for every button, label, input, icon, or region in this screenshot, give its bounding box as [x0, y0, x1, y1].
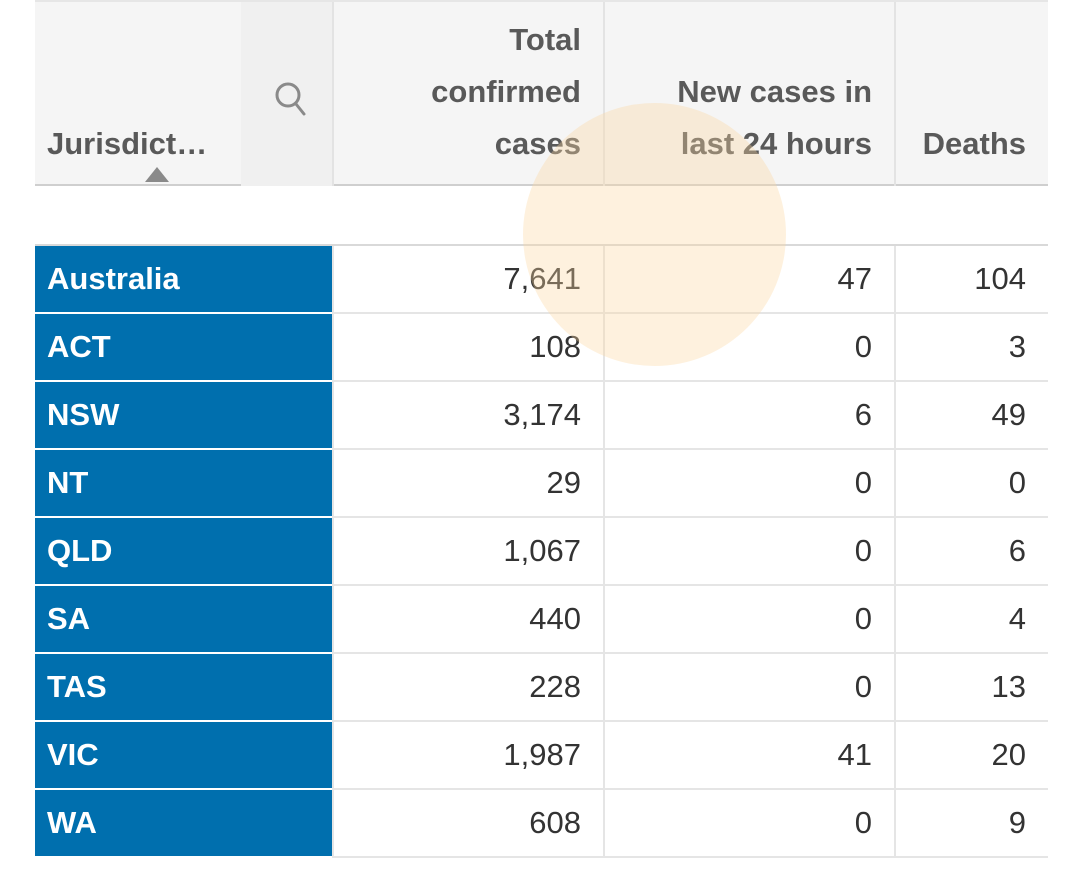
- column-header-label: Jurisdict…: [47, 126, 208, 161]
- jurisdiction-cell[interactable]: NT: [35, 450, 332, 518]
- column-header-jurisdiction[interactable]: Jurisdict…: [35, 2, 332, 186]
- deaths-cell: 9: [894, 790, 1048, 856]
- jurisdiction-cell[interactable]: ACT: [35, 314, 332, 382]
- jurisdiction-cell[interactable]: SA: [35, 586, 332, 654]
- table-row[interactable]: ACT 108 0 3: [35, 314, 1048, 382]
- table-row[interactable]: NT 29 0 0: [35, 450, 1048, 518]
- column-header-label: Deaths: [922, 126, 1026, 161]
- total-confirmed-cell: 7,641: [332, 246, 603, 312]
- deaths-cell: 104: [894, 246, 1048, 312]
- column-search-area[interactable]: [241, 2, 332, 186]
- jurisdiction-cell[interactable]: Australia: [35, 246, 332, 314]
- search-icon[interactable]: [273, 80, 307, 118]
- deaths-cell: 20: [894, 722, 1048, 788]
- deaths-cell: 49: [894, 382, 1048, 448]
- total-confirmed-cell: 3,174: [332, 382, 603, 448]
- new-cases-cell: 0: [603, 790, 894, 856]
- new-cases-cell: 0: [603, 450, 894, 516]
- deaths-cell: 6: [894, 518, 1048, 584]
- total-confirmed-cell: 1,067: [332, 518, 603, 584]
- table-row[interactable]: QLD 1,067 0 6: [35, 518, 1048, 586]
- table-row[interactable]: VIC 1,987 41 20: [35, 722, 1048, 790]
- table-row[interactable]: NSW 3,174 6 49: [35, 382, 1048, 450]
- new-cases-cell: 0: [603, 314, 894, 380]
- deaths-cell: 13: [894, 654, 1048, 720]
- header-spacer: [35, 186, 1048, 244]
- deaths-cell: 4: [894, 586, 1048, 652]
- total-confirmed-cell: 1,987: [332, 722, 603, 788]
- total-confirmed-cell: 608: [332, 790, 603, 856]
- column-header-deaths[interactable]: Deaths: [894, 2, 1048, 186]
- jurisdiction-cell[interactable]: NSW: [35, 382, 332, 450]
- jurisdiction-cell[interactable]: WA: [35, 790, 332, 858]
- table-row[interactable]: Australia 7,641 47 104: [35, 246, 1048, 314]
- table-row[interactable]: TAS 228 0 13: [35, 654, 1048, 722]
- table-body: Australia 7,641 47 104 ACT 108 0 3 NSW 3,174 6 49 NT…: [35, 244, 1048, 858]
- new-cases-cell: 0: [603, 586, 894, 652]
- deaths-cell: 0: [894, 450, 1048, 516]
- new-cases-cell: 47: [603, 246, 894, 312]
- new-cases-cell: 41: [603, 722, 894, 788]
- jurisdiction-cell[interactable]: VIC: [35, 722, 332, 790]
- column-header-label: New cases in last 24 hours: [677, 74, 872, 161]
- column-header-total-confirmed[interactable]: Total confirmed cases: [332, 2, 603, 186]
- total-confirmed-cell: 108: [332, 314, 603, 380]
- table-row[interactable]: SA 440 0 4: [35, 586, 1048, 654]
- total-confirmed-cell: 228: [332, 654, 603, 720]
- new-cases-cell: 0: [603, 518, 894, 584]
- total-confirmed-cell: 440: [332, 586, 603, 652]
- deaths-cell: 3: [894, 314, 1048, 380]
- new-cases-cell: 6: [603, 382, 894, 448]
- jurisdiction-cell[interactable]: QLD: [35, 518, 332, 586]
- column-header-new-cases[interactable]: New cases in last 24 hours: [603, 2, 894, 186]
- table-header: Jurisdict… Total confirmed cases New cas…: [35, 0, 1048, 186]
- sort-ascending-icon: [145, 167, 169, 182]
- jurisdiction-cell[interactable]: TAS: [35, 654, 332, 722]
- column-header-label: Total confirmed cases: [431, 22, 581, 161]
- table-row[interactable]: WA 608 0 9: [35, 790, 1048, 858]
- total-confirmed-cell: 29: [332, 450, 603, 516]
- new-cases-cell: 0: [603, 654, 894, 720]
